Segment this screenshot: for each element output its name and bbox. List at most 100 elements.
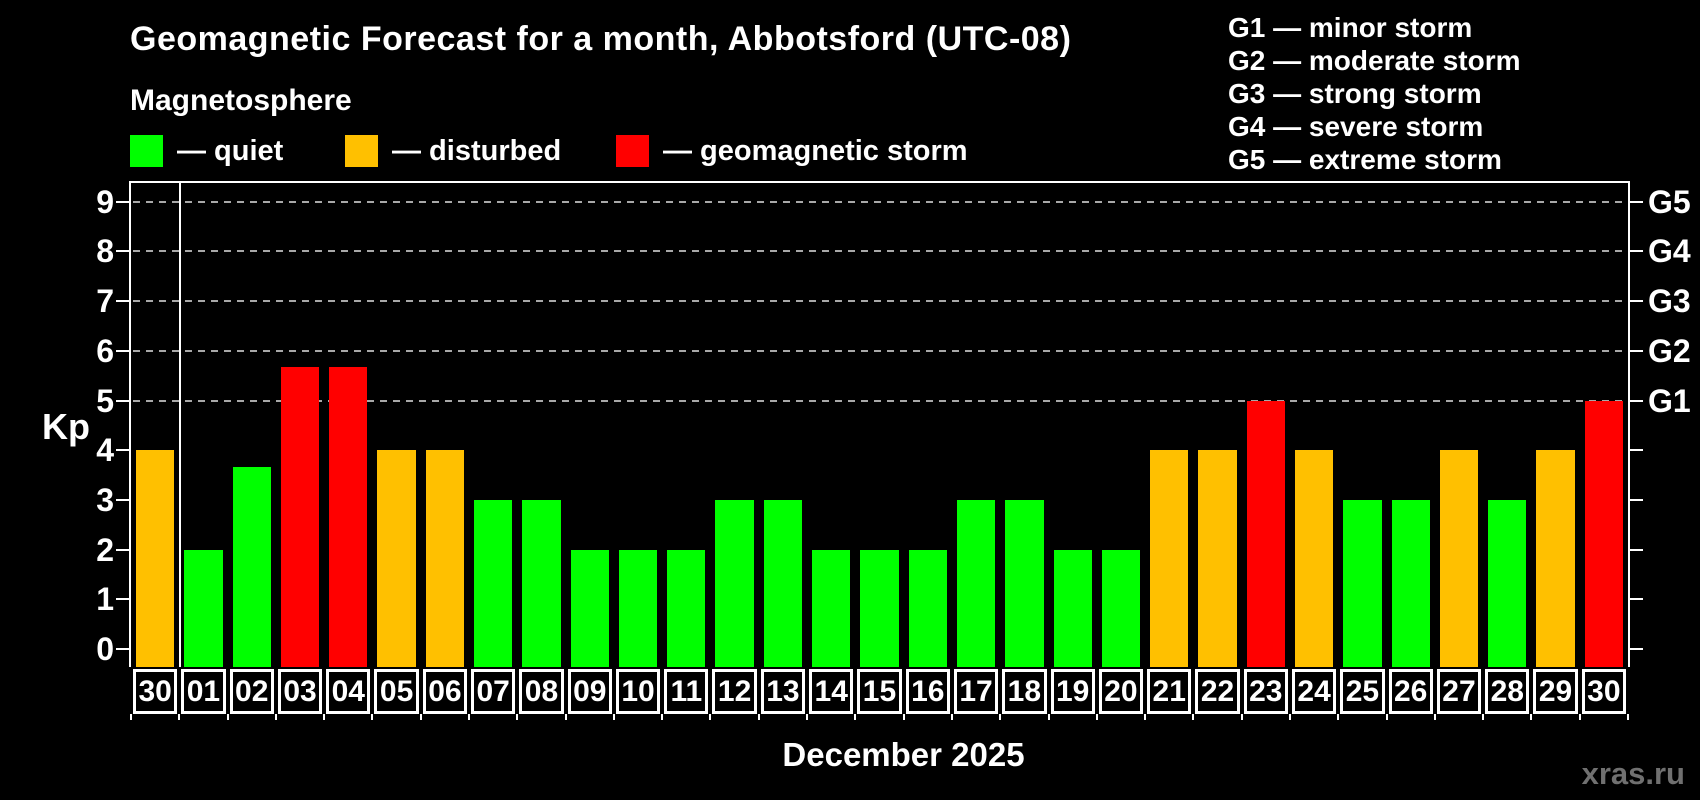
date-label-27-27: 27 xyxy=(1436,669,1482,714)
gscale-g2: G2 — moderate storm xyxy=(1228,45,1521,76)
g-scale-label-g3: G3 xyxy=(1648,283,1691,320)
date-label-30-30: 30 xyxy=(1581,669,1626,714)
bar-day-24 xyxy=(1294,450,1334,667)
date-label-6-06: 06 xyxy=(422,669,468,714)
disturbed-color-swatch xyxy=(345,135,378,167)
bar-day-16 xyxy=(908,549,947,667)
date-label-8-08: 08 xyxy=(519,669,564,714)
y-tick-label-9: 9 xyxy=(96,183,114,220)
date-axis-tick-5 xyxy=(371,714,374,720)
bar-day-26 xyxy=(1391,499,1430,667)
date-label-19-19: 19 xyxy=(1050,669,1095,714)
bar-day-23 xyxy=(1246,400,1285,667)
date-axis-tick-11 xyxy=(661,714,664,720)
bar-day-02 xyxy=(232,466,271,667)
right-tick-4 xyxy=(1630,449,1643,452)
y-axis-line xyxy=(129,181,131,667)
bar-day-17 xyxy=(956,499,996,667)
date-axis-tick-10 xyxy=(612,714,615,720)
date-label-18-18: 18 xyxy=(1002,669,1047,714)
gscale-g4: G4 — severe storm xyxy=(1228,111,1484,142)
y-tick-label-8: 8 xyxy=(96,233,114,270)
bar-day-22 xyxy=(1198,450,1237,667)
y-tick-label-7: 7 xyxy=(96,283,114,320)
right-tick-5 xyxy=(1630,399,1643,402)
chart-subtitle: Magnetosphere xyxy=(130,84,352,117)
legend-item-quiet: — quiet xyxy=(130,134,283,168)
bar-day-07 xyxy=(474,499,513,667)
y-tick-1 xyxy=(116,598,129,601)
date-axis-tick-0 xyxy=(130,714,132,720)
right-tick-9 xyxy=(1630,200,1643,203)
bar-day-05 xyxy=(377,450,416,667)
date-axis-tick-31 xyxy=(1627,714,1629,720)
y-tick-label-2: 2 xyxy=(96,531,114,568)
date-axis-tick-24 xyxy=(1288,714,1291,720)
bar-day-30 xyxy=(1584,400,1623,667)
y-tick-label-0: 0 xyxy=(96,631,114,667)
date-axis-tick-16 xyxy=(902,714,905,720)
legend-label-disturbed: — disturbed xyxy=(392,135,562,167)
bar-day-12 xyxy=(715,499,754,667)
gridline-kp5 xyxy=(133,399,1626,402)
right-axis-line xyxy=(1628,181,1630,667)
date-axis-tick-22 xyxy=(1192,714,1195,720)
y-axis-label: Kp xyxy=(42,406,90,447)
bar-day-08 xyxy=(522,499,561,667)
date-label-15-15: 15 xyxy=(857,669,902,714)
bar-day-25 xyxy=(1343,499,1382,667)
gridline-kp8 xyxy=(133,250,1626,253)
legend-label-storm: — geomagnetic storm xyxy=(663,135,968,167)
legend-item-storm: — geomagnetic storm xyxy=(616,134,968,168)
bar-day-27 xyxy=(1439,450,1479,667)
chart-title: Geomagnetic Forecast for a month, Abbots… xyxy=(130,20,1072,58)
quiet-color-swatch xyxy=(130,135,163,167)
date-axis-tick-27 xyxy=(1433,714,1436,720)
bar-day-19 xyxy=(1053,549,1092,667)
right-tick-3 xyxy=(1630,498,1643,501)
y-tick-7 xyxy=(116,300,129,303)
date-axis-tick-18 xyxy=(999,714,1002,720)
gscale-legend: G1 — minor storm G2 — moderate storm G3 … xyxy=(1228,11,1521,176)
date-label-23-23: 23 xyxy=(1243,669,1288,714)
date-label-1-01: 01 xyxy=(181,669,226,714)
gridline-kp6 xyxy=(133,349,1626,352)
bar-day-28 xyxy=(1488,499,1527,667)
watermark: xras.ru xyxy=(1581,756,1685,791)
date-axis-tick-15 xyxy=(854,714,857,720)
date-label-0-30: 30 xyxy=(133,669,178,714)
y-tick-label-1: 1 xyxy=(96,581,114,618)
date-label-3-03: 03 xyxy=(277,669,323,714)
gscale-g1: G1 — minor storm xyxy=(1228,12,1473,43)
bar-day-09 xyxy=(570,549,609,667)
date-label-2-02: 02 xyxy=(229,669,274,714)
date-label-13-13: 13 xyxy=(760,669,806,714)
right-tick-8 xyxy=(1630,250,1643,253)
y-tick-label-3: 3 xyxy=(96,481,114,518)
date-label-4-04: 04 xyxy=(326,669,371,714)
gscale-g5: G5 — extreme storm xyxy=(1228,144,1502,175)
date-axis-tick-20 xyxy=(1095,714,1098,720)
g-scale-label-g5: G5 xyxy=(1648,183,1691,220)
legend-label-quiet: — quiet xyxy=(177,135,284,167)
y-tick-5 xyxy=(116,399,129,402)
bar-day-18 xyxy=(1005,499,1044,667)
y-tick-label-4: 4 xyxy=(96,432,114,469)
date-axis-tick-21 xyxy=(1144,714,1147,720)
date-axis-tick-3 xyxy=(274,714,277,720)
date-axis-tick-26 xyxy=(1385,714,1388,720)
date-axis-tick-8 xyxy=(516,714,519,720)
g-scale-label-g1: G1 xyxy=(1648,382,1691,419)
date-axis-tick-12 xyxy=(709,714,712,720)
date-axis-tick-14 xyxy=(806,714,809,720)
bar-day-30 xyxy=(136,450,175,667)
bar-day-21 xyxy=(1150,450,1189,667)
bar-day-10 xyxy=(618,549,658,667)
date-label-20-20: 20 xyxy=(1098,669,1144,714)
g-scale-label-g4: G4 xyxy=(1648,233,1691,270)
y-tick-3 xyxy=(116,498,129,501)
bar-day-29 xyxy=(1536,450,1575,667)
date-axis-tick-2 xyxy=(226,714,229,720)
date-label-26-26: 26 xyxy=(1388,669,1433,714)
